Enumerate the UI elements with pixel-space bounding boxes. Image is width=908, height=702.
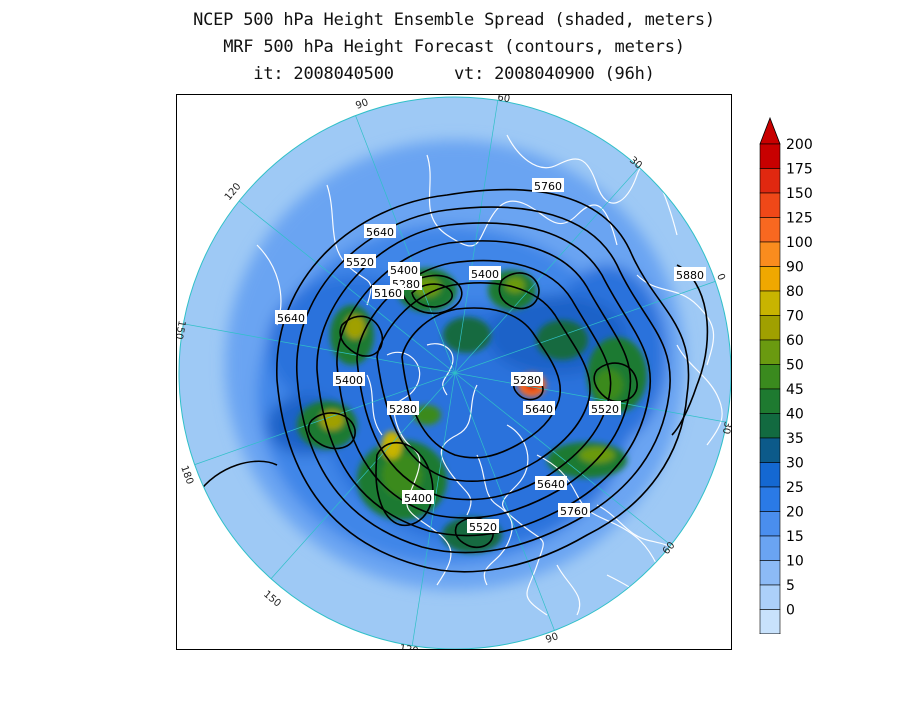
lon-label: 90 <box>544 631 560 646</box>
lon-label: 180 <box>178 464 195 486</box>
contour-label-bg <box>467 519 499 533</box>
colorbar-swatch <box>759 437 781 463</box>
colorbar-level-label: 15 <box>786 529 804 545</box>
contour-label: 5640 <box>366 226 394 239</box>
colorbar: 2001751501251009080706050454035302520151… <box>759 116 813 634</box>
contour-label: 5400 <box>404 492 432 505</box>
colorbar-swatch <box>759 168 781 194</box>
contour-label: 5400 <box>471 268 499 281</box>
contour-label-bg <box>674 267 706 281</box>
colorbar-level-label: 20 <box>786 505 804 521</box>
contour-label-bg <box>402 490 434 504</box>
contour-label: 5520 <box>469 521 497 534</box>
colorbar-level-label: 90 <box>786 260 804 276</box>
contour-label-bg <box>364 224 396 238</box>
colorbar-swatch <box>759 535 781 561</box>
colorbar-swatch <box>759 192 781 218</box>
colorbar-level-label: 80 <box>786 284 804 300</box>
contour-label-bg <box>344 254 376 268</box>
colorbar-level-label: 50 <box>786 358 804 374</box>
contour-label: 5400 <box>335 374 363 387</box>
contour-labels: 5760 5640 5520 5400 5280 5160 5400 5880 5640 5400… <box>275 178 706 534</box>
title-line-3: it: 2008040500 vt: 2008040900 (96h) <box>253 64 655 84</box>
contour-label: 5640 <box>537 478 565 491</box>
spread-shading: 5760 5640 5520 5400 5280 5160 5400 5880 5640 5400… <box>179 97 731 649</box>
title-line-1: NCEP 500 hPa Height Ensemble Spread (sha… <box>193 10 715 30</box>
lon-label: 150 <box>261 589 283 610</box>
colorbar-level-label: 25 <box>786 480 804 496</box>
contour-label-bg <box>372 285 404 299</box>
colorbar-swatch <box>759 560 781 586</box>
colorbar-level-label: 200 <box>786 137 813 153</box>
lon-label: 30 <box>720 420 732 434</box>
colorbar-swatch <box>759 266 781 292</box>
colorbar-swatch <box>759 315 781 341</box>
contour-label: 5880 <box>676 269 704 282</box>
lon-label: 60 <box>496 95 510 105</box>
colorbar-level-label: 40 <box>786 407 804 423</box>
title-line-2: MRF 500 hPa Height Forecast (contours, m… <box>223 37 685 57</box>
contour-label: 5640 <box>525 403 553 416</box>
contour-label: 5760 <box>560 505 588 518</box>
contour-label-bg <box>532 178 564 192</box>
contour-label-bg <box>469 266 501 280</box>
colorbar-swatch <box>759 486 781 512</box>
contour-label-bg <box>387 401 419 415</box>
contour-label-bg <box>333 372 365 386</box>
colorbar-swatch <box>759 462 781 488</box>
colorbar-level-label: 60 <box>786 333 804 349</box>
contour-label-bg <box>523 401 555 415</box>
lon-label: 150 <box>177 319 187 340</box>
lon-label: 90 <box>354 97 370 112</box>
colorbar-swatch <box>759 217 781 243</box>
contour-label-bg <box>388 262 420 276</box>
contour-label-bg <box>535 476 567 490</box>
colorbar-swatch <box>759 143 781 169</box>
contour-label-bg <box>589 401 621 415</box>
colorbar-swatch <box>759 339 781 365</box>
colorbar-level-label: 10 <box>786 554 804 570</box>
contour-label: 5640 <box>277 312 305 325</box>
colorbar-swatch <box>759 413 781 439</box>
lon-label: 120 <box>398 643 419 650</box>
colorbar-level-label: 100 <box>786 235 813 251</box>
colorbar-swatch <box>759 511 781 537</box>
colorbar-level-label: 70 <box>786 309 804 325</box>
contour-label: 5760 <box>534 180 562 193</box>
contour-label: 5280 <box>389 403 417 416</box>
colorbar-swatch <box>759 388 781 414</box>
colorbar-swatch <box>759 364 781 390</box>
colorbar-level-label: 0 <box>786 603 795 619</box>
contour-label-bg <box>558 503 590 517</box>
polar-map: 5760 5640 5520 5400 5280 5160 5400 5880 5640 5400… <box>177 95 732 650</box>
colorbar-level-label: 45 <box>786 382 804 398</box>
contour-label: 5280 <box>513 374 541 387</box>
colorbar-level-label: 5 <box>786 578 795 594</box>
contour-label-bg <box>511 372 543 386</box>
contour-label: 5160 <box>374 287 402 300</box>
colorbar-level-label: 175 <box>786 162 813 178</box>
map-frame: 5760 5640 5520 5400 5280 5160 5400 5880 5640 5400… <box>176 94 732 650</box>
colorbar-level-label: 35 <box>786 431 804 447</box>
colorbar-level-label: 150 <box>786 186 813 202</box>
colorbar-top-arrow <box>759 116 781 145</box>
contour-label: 5400 <box>390 264 418 277</box>
colorbar-swatch <box>759 609 781 634</box>
lon-label: 0 <box>714 272 727 282</box>
colorbar-level-label: 125 <box>786 211 813 227</box>
colorbar-level-label: 30 <box>786 456 804 472</box>
colorbar-swatch <box>759 584 781 610</box>
contour-label: 5520 <box>346 256 374 269</box>
colorbar-swatch <box>759 241 781 267</box>
contour-label-bg <box>275 310 307 324</box>
contour-label: 5520 <box>591 403 619 416</box>
colorbar-swatch <box>759 290 781 316</box>
